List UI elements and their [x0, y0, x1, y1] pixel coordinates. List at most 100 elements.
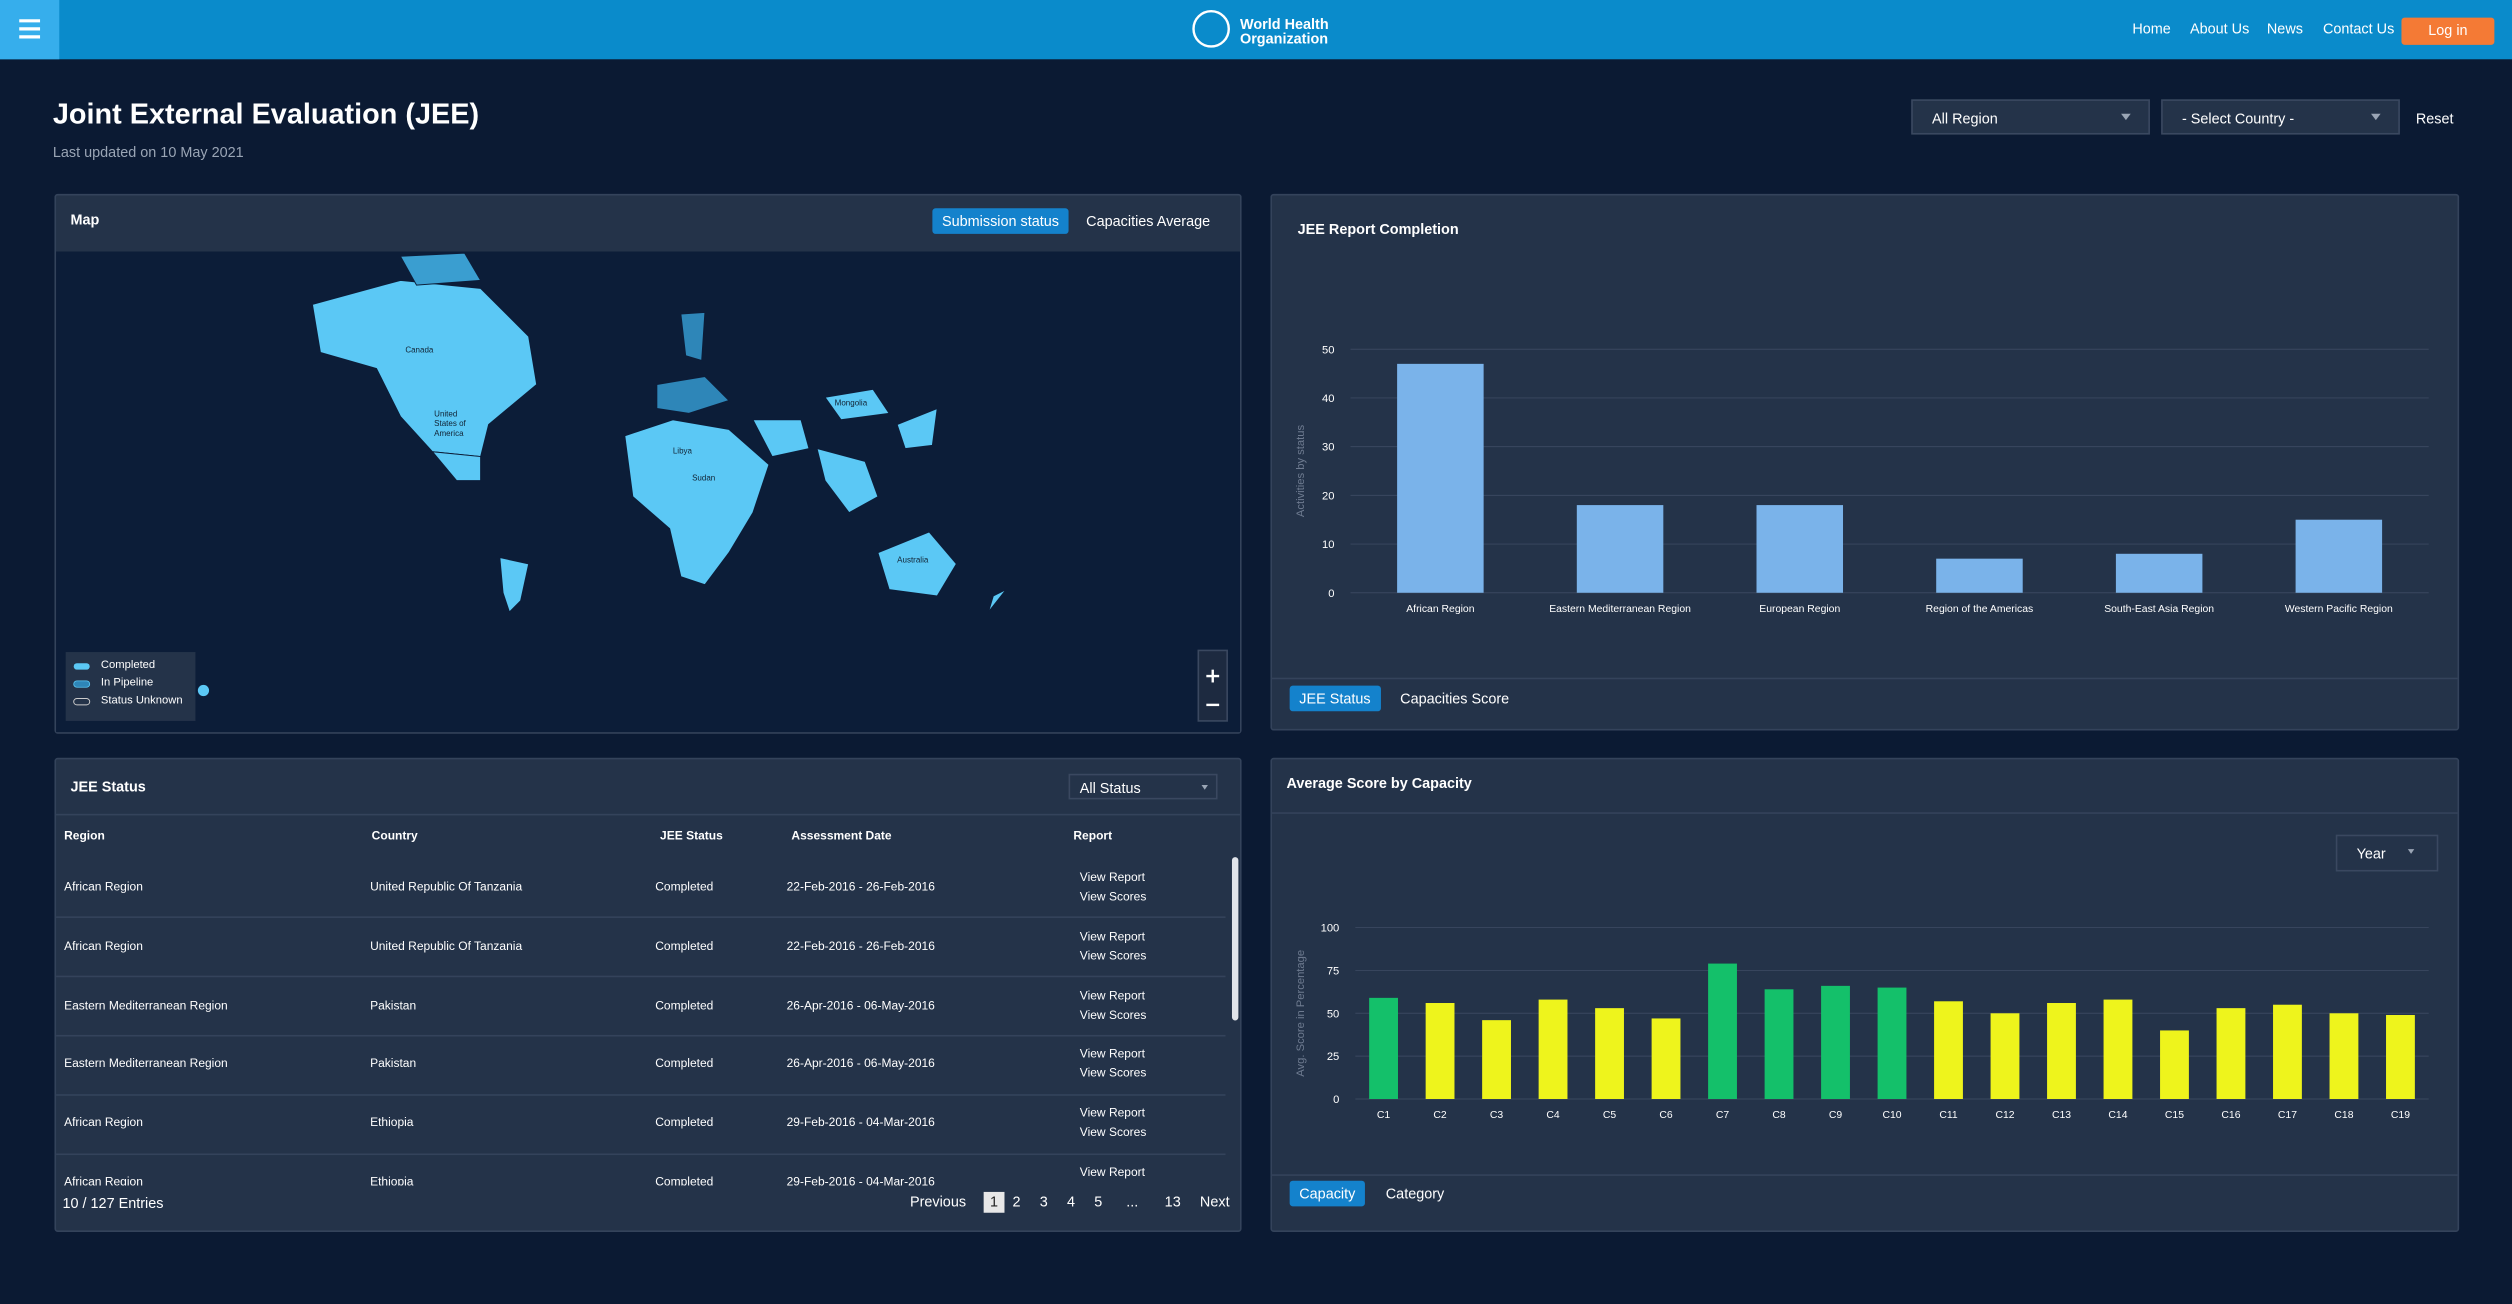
login-button[interactable]: Log in: [2401, 17, 2495, 45]
filter-select[interactable]: - Select Country -: [2161, 99, 2400, 135]
bar: [1708, 963, 1737, 1099]
report-link[interactable]: View Scores: [1080, 1184, 1147, 1186]
tab-active[interactable]: Capacity: [1289, 1180, 1365, 1207]
report-link[interactable]: View Report: [1079, 987, 1146, 1003]
table-cell: Pakistan: [370, 1056, 417, 1071]
tab[interactable]: Capacities Average: [1086, 213, 1211, 230]
y-tick-label: 25: [1327, 1051, 1339, 1063]
nav-link[interactable]: News: [2266, 20, 2303, 37]
bar: [2386, 1015, 2415, 1099]
x-tick-label: C16: [2221, 1110, 2240, 1121]
bar: [2103, 999, 2133, 1099]
y-tick-label: 10: [1322, 539, 1334, 551]
x-tick-label: C15: [2165, 1110, 2184, 1121]
logo-text: World Health: [1239, 16, 1329, 33]
zoom-controls[interactable]: [1197, 649, 1228, 722]
legend-swatch: [73, 680, 91, 688]
table-cell: Eastern Mediterranean Region: [64, 997, 228, 1012]
bar: [1990, 1013, 2020, 1099]
table-divider: [56, 813, 1240, 816]
logo-text: Organization: [1239, 30, 1329, 47]
report-link[interactable]: View Scores: [1079, 948, 1147, 963]
report-link[interactable]: View Scores: [1079, 889, 1147, 904]
tab-active[interactable]: Submission status: [932, 208, 1069, 234]
table-cell: Completed: [655, 1056, 714, 1071]
page-link[interactable]: 4: [1066, 1193, 1075, 1210]
report-link[interactable]: View Report: [1079, 1046, 1146, 1062]
page-link[interactable]: Previous: [909, 1193, 967, 1210]
y-tick-label: 0: [1333, 1094, 1339, 1106]
table-cell: Ethiopia: [370, 1174, 414, 1186]
y-axis-label: Avg. Score in Percentage: [1295, 950, 1307, 1077]
y-tick-label: 75: [1327, 965, 1339, 977]
score-panel: [1270, 757, 2460, 1232]
x-tick-label: Eastern Mediterranean Region: [1549, 604, 1691, 615]
page-link[interactable]: 13: [1164, 1193, 1181, 1210]
page-current[interactable]: 1: [983, 1191, 1005, 1213]
dropdown-caret: [1201, 785, 1208, 790]
row-divider: [56, 916, 1226, 919]
x-tick-label: C8: [1772, 1110, 1786, 1121]
tab-active[interactable]: JEE Status: [1289, 685, 1381, 712]
report-link[interactable]: View Scores: [1079, 1065, 1147, 1081]
dropdown-caret: [2407, 849, 2415, 854]
table-cell: 29-Feb-2016 - 04-Mar-2016: [786, 1174, 935, 1186]
y-tick-label: 20: [1322, 490, 1334, 502]
page-link[interactable]: Next: [1199, 1193, 1230, 1210]
column-header: Region: [64, 828, 105, 843]
report-link[interactable]: View Report: [1079, 869, 1146, 885]
bar: [1877, 987, 1907, 1099]
y-tick-label: 40: [1322, 393, 1334, 405]
filter-select[interactable]: All Region: [1911, 99, 2150, 135]
top-bar: [0, 0, 2512, 60]
x-tick-label: Region of the Americas: [1926, 604, 2034, 615]
legend-toggle[interactable]: [197, 684, 210, 697]
x-tick-label: C17: [2278, 1110, 2297, 1121]
report-link[interactable]: View Report: [1079, 1164, 1146, 1180]
bar: [1764, 989, 1794, 1099]
scrollbar[interactable]: [1231, 857, 1239, 1021]
bar: [1576, 505, 1664, 593]
x-tick-label: C9: [1829, 1110, 1843, 1121]
x-tick-label: C12: [1995, 1110, 2014, 1121]
page-subtitle: Last updated on 10 May 2021: [52, 144, 244, 161]
page-link[interactable]: ...: [1126, 1193, 1139, 1210]
column-header: Report: [1073, 828, 1113, 843]
column-header: JEE Status: [660, 828, 723, 843]
status-filter[interactable]: All Status: [1068, 773, 1218, 800]
legend-swatch: [73, 698, 91, 706]
nav-link[interactable]: About Us: [2189, 20, 2250, 37]
nav-link[interactable]: Contact Us: [2322, 20, 2395, 37]
nav-link[interactable]: Home: [2132, 20, 2171, 37]
report-link[interactable]: View Report: [1079, 1105, 1146, 1121]
page-link[interactable]: 5: [1094, 1193, 1103, 1210]
bar: [2273, 1004, 2302, 1099]
legend-label: Status Unknown: [100, 695, 183, 707]
bar: [2047, 1003, 2076, 1099]
table-cell: Completed: [655, 879, 714, 894]
reset-button[interactable]: Reset: [2415, 110, 2454, 127]
map-label: Sudan: [692, 474, 716, 484]
tab[interactable]: Capacities Score: [1400, 690, 1510, 707]
y-tick-label: 0: [1328, 588, 1334, 600]
y-tick-label: 50: [1327, 1008, 1339, 1020]
x-tick-label: C19: [2391, 1110, 2410, 1121]
report-link[interactable]: View Report: [1079, 928, 1146, 944]
bar: [1936, 558, 2023, 593]
x-tick-label: C7: [1716, 1110, 1730, 1121]
x-tick-label: C13: [2052, 1110, 2071, 1121]
page-link[interactable]: 2: [1012, 1193, 1021, 1210]
row-divider: [56, 1152, 1226, 1155]
report-link[interactable]: View Scores: [1079, 1124, 1147, 1140]
table-cell: Pakistan: [370, 997, 417, 1012]
legend-label: Completed: [100, 660, 156, 672]
tab[interactable]: Category: [1385, 1185, 1445, 1202]
column-header: Country: [371, 828, 418, 843]
year-filter[interactable]: Year: [2335, 834, 2439, 872]
report-link[interactable]: View Scores: [1079, 1007, 1147, 1022]
page-link[interactable]: 3: [1039, 1193, 1048, 1210]
legend-swatch: [73, 663, 90, 670]
